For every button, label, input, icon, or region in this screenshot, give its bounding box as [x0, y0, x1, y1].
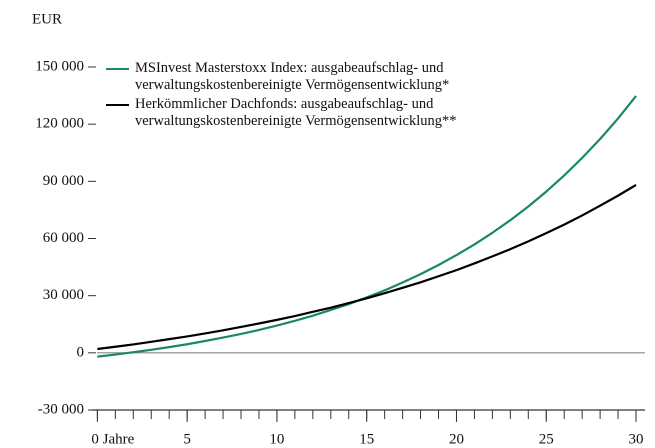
series-line	[97, 184, 637, 351]
legend-swatch	[106, 68, 129, 70]
y-tick-label: 30 000	[43, 287, 84, 303]
y-tick-label: 90 000	[43, 173, 84, 189]
x-tick-label: 25	[539, 431, 554, 447]
legend-label: MSInvest Masterstoxx Index: ausgabeaufsc…	[135, 60, 450, 93]
x-tick-label: 10	[269, 431, 284, 447]
y-tick-label: -30 000	[38, 401, 84, 417]
x-tick-label: 0 Jahre	[91, 431, 134, 447]
y-tick-label: 60 000	[43, 230, 84, 246]
y-tick-label: 120 000	[35, 116, 84, 132]
x-tick-label: 5	[183, 431, 191, 447]
x-tick-label: 30	[629, 431, 644, 447]
y-unit: EUR	[32, 11, 62, 27]
legend-label: Herkömmlicher Dachfonds: ausgabeaufschla…	[135, 96, 457, 129]
x-tick-label: 15	[359, 431, 374, 447]
y-tick-label: 150 000	[35, 58, 84, 74]
x-tick-label: 20	[449, 431, 464, 447]
legend-item: MSInvest Masterstoxx Index: ausgabeaufsc…	[106, 60, 449, 94]
legend-item: Herkömmlicher Dachfonds: ausgabeaufschla…	[106, 96, 456, 130]
series-line	[97, 95, 637, 358]
y-tick-label: 0	[77, 344, 85, 360]
legend-swatch	[106, 104, 129, 106]
